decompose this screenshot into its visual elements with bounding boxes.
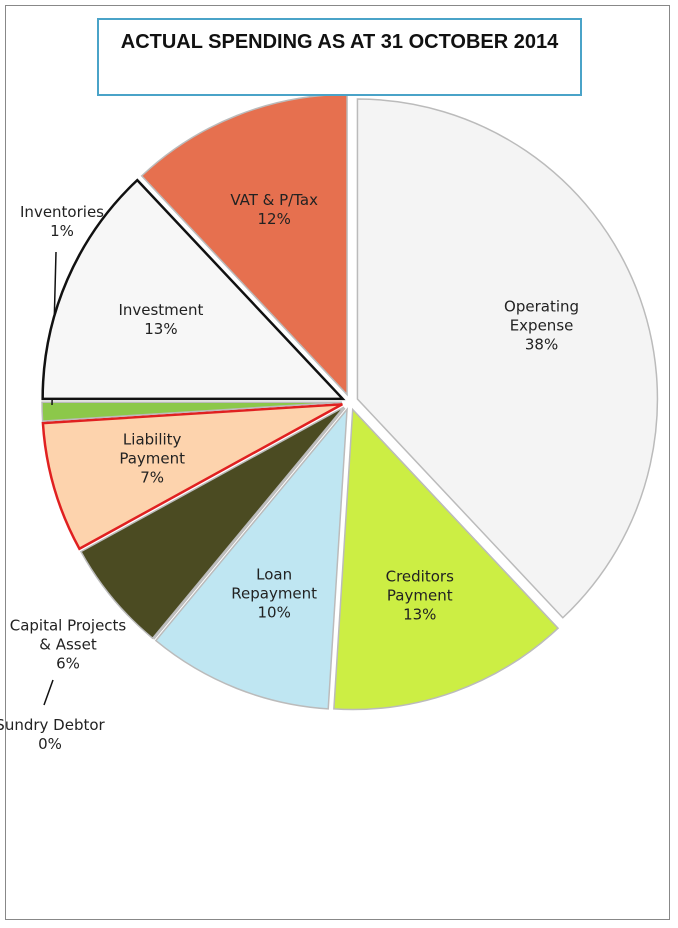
slice-value: 13% [403,605,437,624]
slice-label: Loan Repayment 10% [214,565,334,622]
frame [5,5,670,920]
pie-slice [154,407,348,710]
pie-slice [153,407,346,640]
slice-name: Creditors Payment [385,567,454,605]
slice-label: Creditors Payment 13% [360,567,480,624]
slice-label: Operating Expense 38% [482,298,602,355]
slice-name: Sundry Debtor [0,716,105,734]
slice-name: Inventories [20,203,104,221]
pie-slice [41,402,343,551]
pie-slice [41,178,346,401]
slice-value: 13% [144,320,178,339]
slice-name: Liability Payment [119,430,185,468]
slice-label: Inventories 1% [20,203,104,241]
slice-name: Loan Repayment [231,565,318,603]
slice-label: Investment 13% [118,301,203,339]
slice-value: 10% [257,603,291,622]
pie-slice [79,406,345,640]
slice-name: Investment [118,301,204,320]
slice-name: Capital Projects & Asset [9,616,127,654]
slice-label: VAT & P/Tax 12% [230,191,318,229]
leader-line [43,679,54,706]
slice-value: 0% [38,735,62,753]
slice-name: VAT & P/Tax [230,191,318,210]
slice-name: Operating Expense [504,297,580,335]
slice-value: 6% [56,654,80,673]
slice-label: Capital Projects & Asset 6% [8,617,128,674]
chart-title: ACTUAL SPENDING AS AT 31 OCTOBER 2014 [97,18,582,96]
slice-label: Sundry Debtor 0% [0,716,105,754]
slice-value: 12% [257,210,291,229]
pie-slice [356,98,659,619]
slice-label: Liability Payment 7% [92,431,212,488]
slice-value: 1% [50,222,74,240]
pie-slice [333,407,560,711]
pie-slice [41,401,343,422]
slice-value: 7% [140,468,165,487]
slice-value: 38% [524,335,559,354]
